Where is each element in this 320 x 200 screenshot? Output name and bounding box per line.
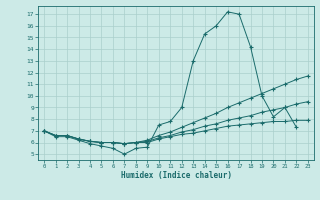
X-axis label: Humidex (Indice chaleur): Humidex (Indice chaleur)	[121, 171, 231, 180]
